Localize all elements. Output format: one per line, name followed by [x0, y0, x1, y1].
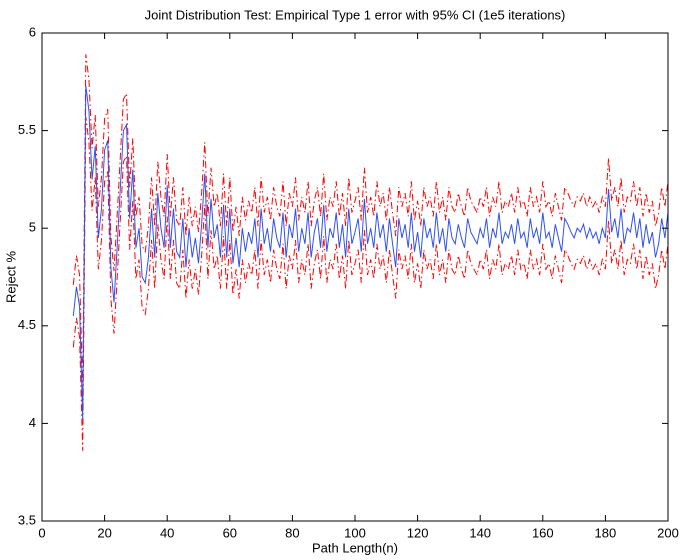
- x-tick-label: 160: [532, 525, 554, 540]
- x-tick-label: 40: [160, 525, 174, 540]
- chart-title: Joint Distribution Test: Empirical Type …: [145, 7, 566, 22]
- line-series: [72, 85, 669, 420]
- x-tick-label: 200: [657, 525, 679, 540]
- y-tick-label: 5: [29, 220, 36, 235]
- y-tick-label: 5.5: [18, 122, 36, 137]
- x-tick-label: 0: [38, 525, 45, 540]
- x-tick-label: 80: [285, 525, 299, 540]
- line-series: [72, 54, 669, 389]
- x-tick-label: 20: [97, 525, 111, 540]
- x-axis-label: Path Length(n): [312, 540, 398, 555]
- line-series: [72, 116, 669, 451]
- y-tick-label: 4: [29, 415, 36, 430]
- x-tick-label: 120: [407, 525, 429, 540]
- x-tick-label: 60: [223, 525, 237, 540]
- y-axis-label: Reject %: [3, 251, 18, 303]
- x-tick-label: 180: [595, 525, 617, 540]
- plot-area: [72, 54, 669, 451]
- x-tick-label: 140: [469, 525, 491, 540]
- y-tick-label: 4.5: [18, 317, 36, 332]
- y-tick-label: 6: [29, 24, 36, 39]
- x-tick-label: 100: [344, 525, 366, 540]
- y-tick-label: 3.5: [18, 512, 36, 527]
